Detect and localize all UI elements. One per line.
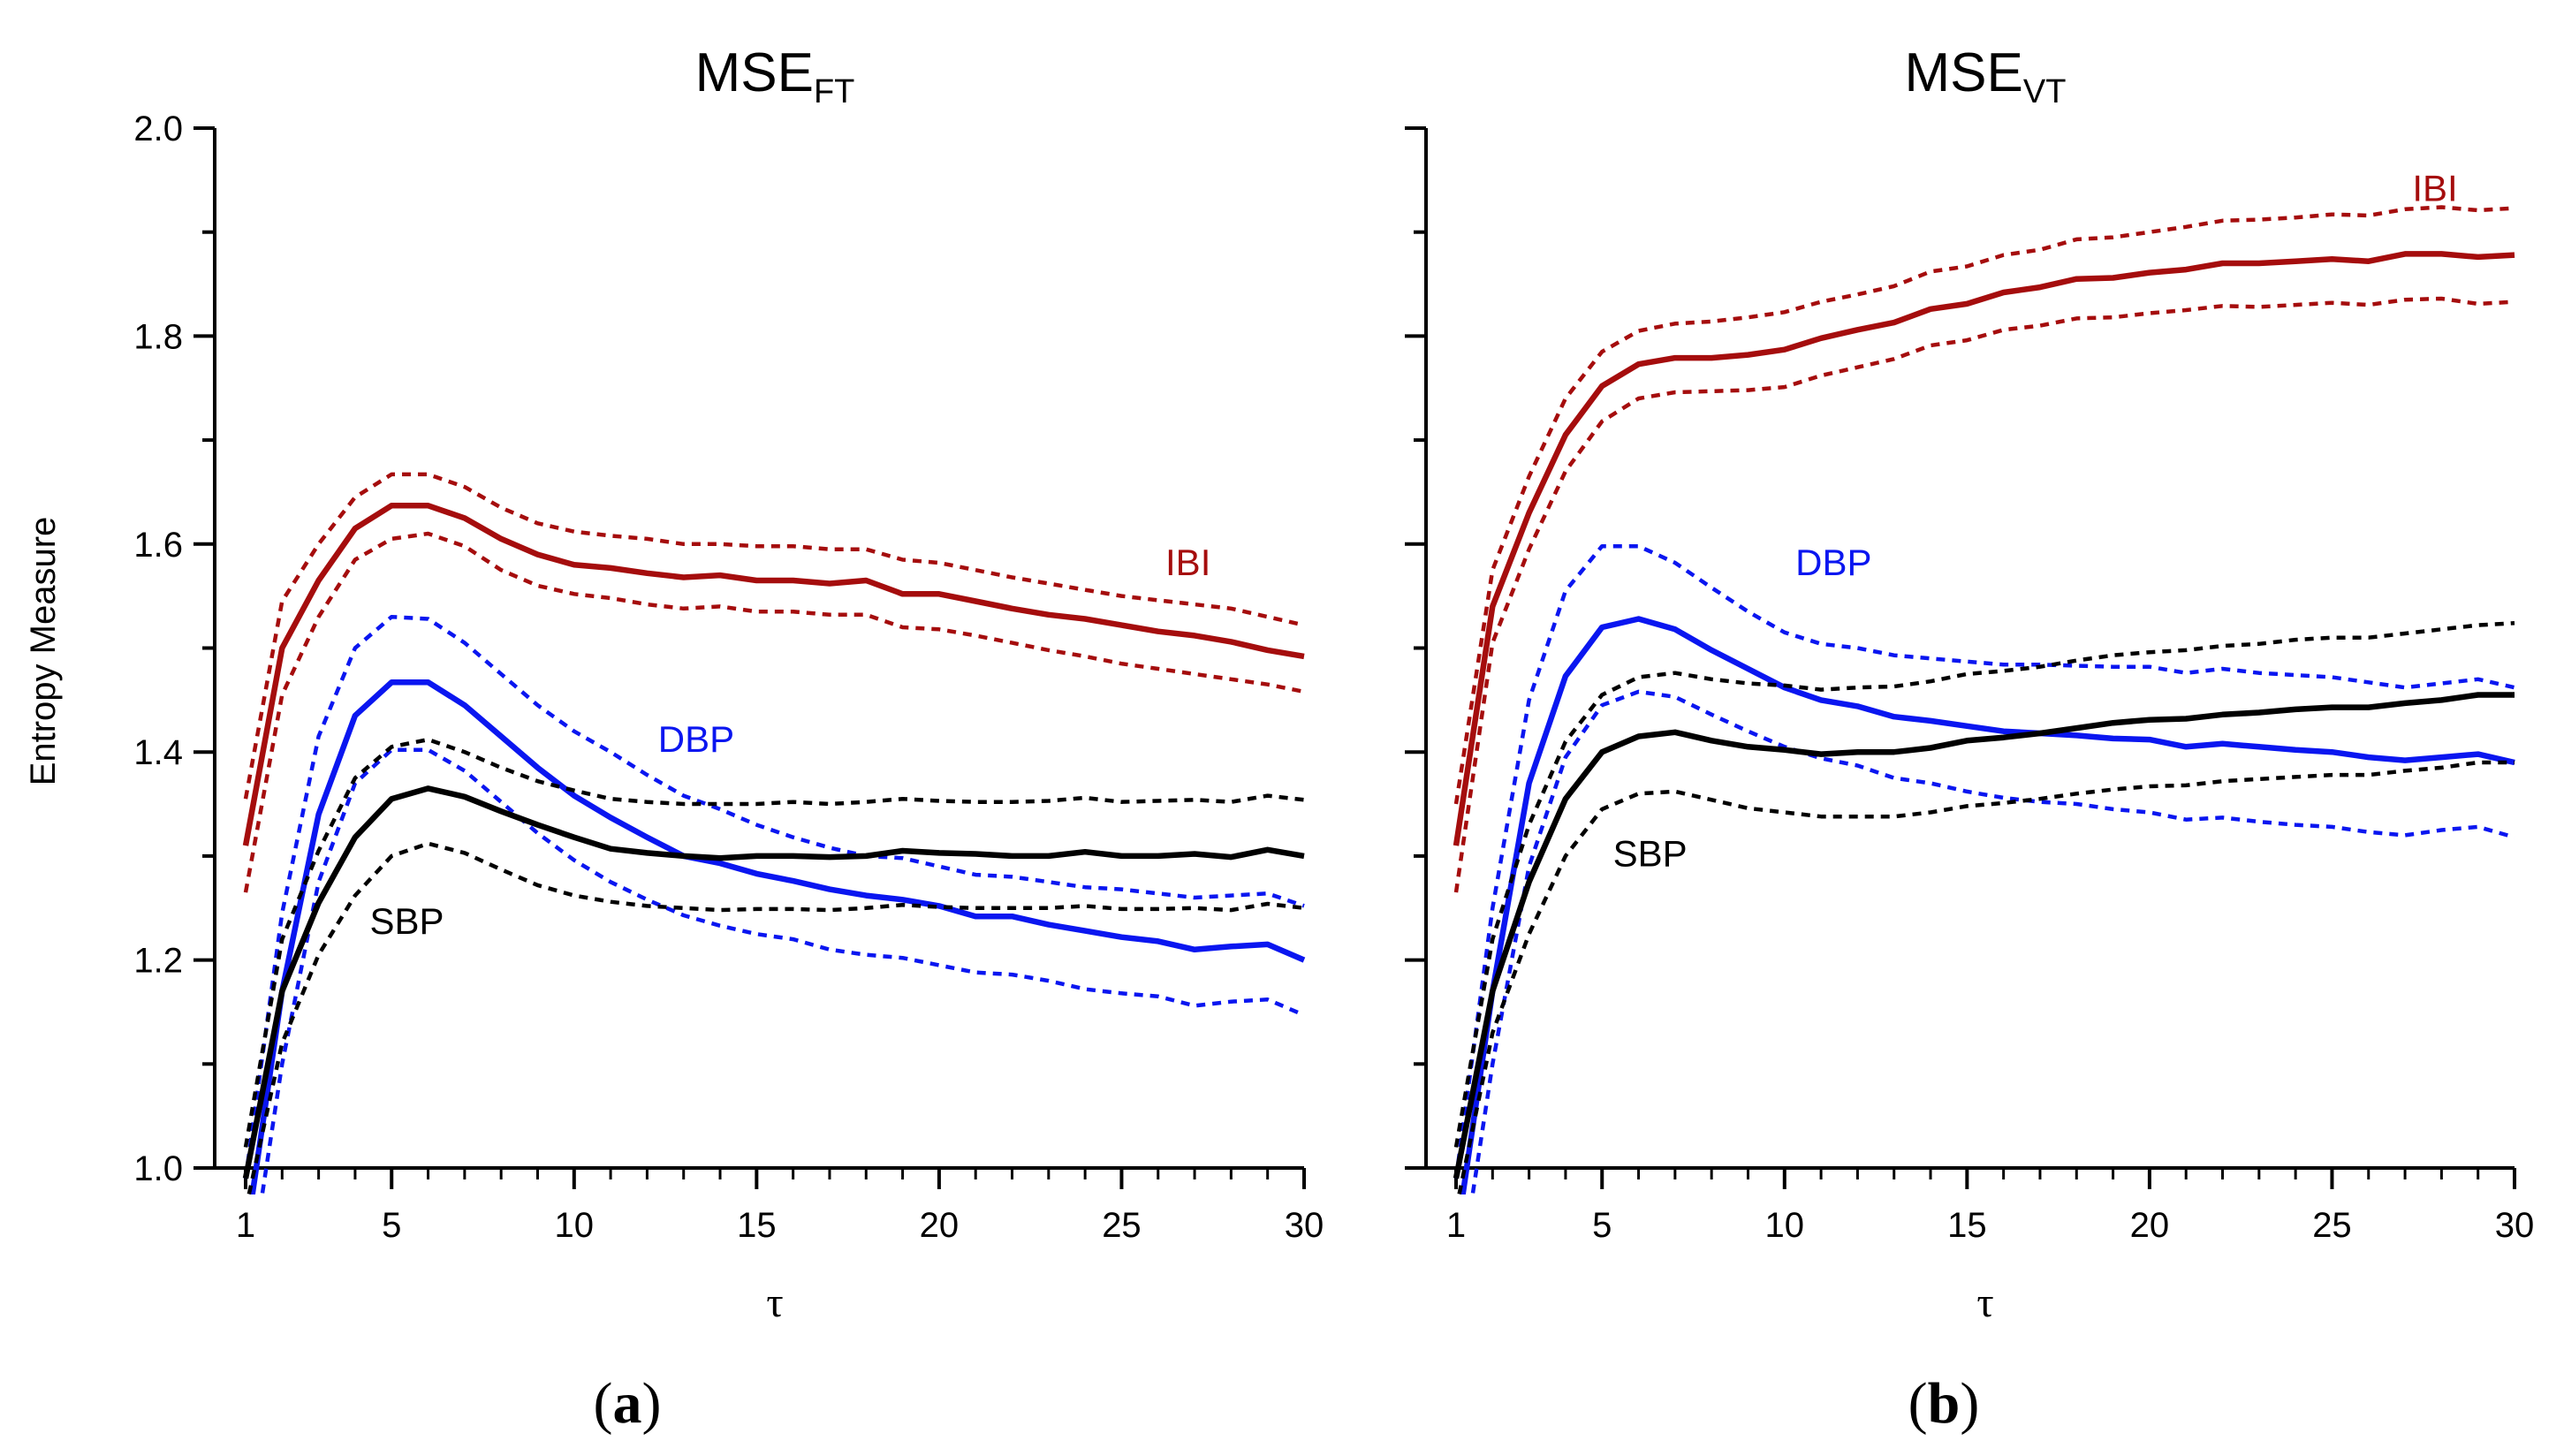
panel-b-x-tick-label: 25	[2312, 1206, 2352, 1245]
panel-a-x-tick-label: 25	[1102, 1206, 1142, 1245]
series-line-dbp-mean	[1460, 616, 2515, 1194]
panel-b-series	[1453, 205, 2515, 1194]
panel-b-x-tick-label: 15	[1947, 1206, 1987, 1245]
panel-a-x-tick-label: 20	[920, 1206, 960, 1245]
series-line-dbp-bound	[1453, 543, 2515, 1179]
panel-b-title: MSEVT	[1905, 42, 2067, 110]
series-line-sbp-bound	[1457, 760, 2515, 1194]
series-line-sbp-bound	[1453, 621, 2515, 1148]
series-line-ibi-bound	[1453, 296, 2515, 893]
panel-b-x-tick-label: 10	[1765, 1206, 1805, 1245]
series-label-sbp: SBP	[1613, 833, 1688, 875]
series-line-ibi-bound	[1453, 205, 2515, 805]
series-line-sbp-bound	[247, 841, 1305, 1194]
series-line-dbp-bound	[260, 747, 1305, 1194]
series-line-dbp-bound	[243, 614, 1305, 1179]
panel-a-y-axis: 1.0 1.2 1.4 1.6 1.8 2.0	[133, 110, 216, 1188]
panel-a-x-tick-label: 15	[737, 1206, 777, 1245]
panel-a-y-tick-label: 1.6	[133, 526, 183, 565]
panel-a-y-tick-label: 1.2	[133, 942, 183, 981]
panel-b-y-axis	[1405, 126, 1428, 1170]
series-label-sbp: SBP	[369, 900, 444, 942]
panel-b-x-tick-label: 20	[2130, 1206, 2170, 1245]
panel-b-x-tick-label: 30	[2495, 1206, 2535, 1245]
series-line-ibi-bound	[243, 531, 1305, 893]
panel-b-letter: (b)	[1908, 1371, 1980, 1436]
series-label-dbp: DBP	[1795, 542, 1871, 583]
panel-a-x-axis: 1 5 10 15 20 25 30	[215, 1166, 1324, 1245]
panel-a: MSEFT 1.01.21.41.61.82.0 1 5 10 15 20 25 30 IB…	[133, 42, 1324, 1436]
series-line-ibi-bound	[243, 472, 1305, 800]
panel-b-series-labels: IBI DBP SBP	[1613, 167, 2458, 874]
panel-a-y-tick-label: 1.4	[133, 733, 183, 772]
panel-a-letter: (a)	[594, 1371, 662, 1436]
series-line-dbp-bound	[1470, 689, 2515, 1194]
panel-a-x-label: τ	[766, 1279, 783, 1326]
series-line-ibi-mean	[242, 503, 1305, 846]
panel-b-x-axis: 1 5 10 15 20 25 30	[1426, 1166, 2535, 1245]
series-line-dbp-mean	[249, 679, 1306, 1194]
y-axis-title: Entropy Measure	[24, 517, 63, 786]
panel-a-x-tick-label: 5	[382, 1206, 401, 1245]
panel-a-x-tick-label: 10	[555, 1206, 595, 1245]
panel-a-x-tick-label: 1	[236, 1206, 255, 1245]
panel-a-y-tick-label: 2.0	[133, 110, 183, 148]
series-line-ibi-mean	[1453, 251, 2515, 846]
series-label-ibi: IBI	[1165, 542, 1210, 583]
panel-a-y-tick-label: 1.0	[133, 1149, 183, 1188]
panel-b-x-tick-label: 1	[1446, 1206, 1466, 1245]
series-line-sbp-mean	[1453, 692, 2515, 1179]
panel-b-x-label: τ	[1976, 1279, 1993, 1326]
series-line-sbp-mean	[242, 785, 1305, 1179]
panel-a-title: MSEFT	[695, 42, 855, 110]
series-label-ibi: IBI	[2412, 167, 2457, 209]
panel-a-series	[242, 472, 1306, 1194]
panel-a-x-tick-label: 30	[1285, 1206, 1324, 1245]
panel-a-y-tick-label: 1.8	[133, 317, 183, 356]
panel-a-series-labels: IBI DBP SBP	[369, 542, 1210, 942]
series-line-sbp-bound	[243, 737, 1305, 1148]
panel-b-x-tick-label: 5	[1592, 1206, 1612, 1245]
series-label-dbp: DBP	[658, 718, 734, 760]
